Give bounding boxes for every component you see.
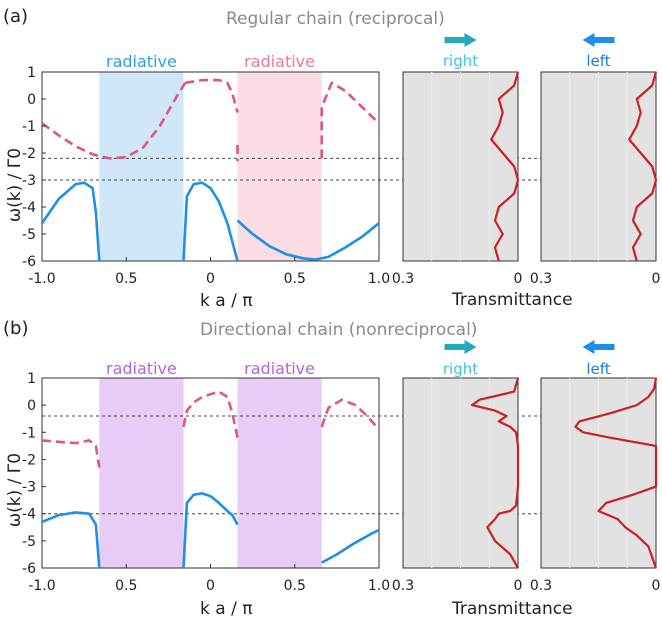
lower-band-segment-b-2: [321, 528, 380, 564]
y-tick-label-a-7: -6: [22, 254, 36, 270]
trans-label-b: Transmittance: [451, 599, 573, 619]
trans-tick-label-right-b-1: 0: [514, 578, 523, 594]
radiative-label-a-1: radiative: [244, 52, 315, 71]
upper-band-segment-a-0: [41, 82, 187, 160]
y-tick-label-a-0: 1: [27, 65, 36, 81]
x-tick-label-b-3: 0.5: [284, 578, 306, 594]
upper-band-segment-b-1: [182, 390, 239, 438]
trans-tick-label-left-b-0: 0.3: [530, 578, 552, 594]
xlabel-b: k a / π: [200, 599, 252, 619]
radiative-region-a-1: [237, 72, 322, 261]
trans-label-a: Transmittance: [451, 290, 573, 310]
ylabel-b: ω(k) / Γ0: [5, 453, 25, 527]
x-tick-label-a-0: -1.0: [28, 271, 55, 287]
y-tick-label-b-7: -6: [22, 561, 36, 577]
panel-b-title: Directional chain (nonreciprocal): [200, 320, 477, 340]
arrow-left-icon-b: [582, 340, 615, 354]
transmittance-curve-left-a: [628, 71, 658, 262]
y-tick-label-b-4: -3: [22, 480, 36, 496]
lower-band-segment-a-0: [40, 181, 101, 262]
y-tick-label-a-5: -4: [22, 200, 36, 216]
trans-tick-label-right-a-0: 0.3: [392, 271, 414, 287]
panel-a-title: Regular chain (reciprocal): [226, 9, 445, 29]
trans-tick-label-right-a-1: 0: [514, 271, 523, 287]
direction-label-right-b: right: [443, 360, 478, 378]
transmittance-curve-right-b: [470, 377, 520, 569]
y-tick-label-a-4: -3: [22, 173, 36, 189]
lower-band-segment-a-1: [182, 181, 239, 262]
panel-b-label: (b): [3, 318, 28, 339]
y-tick-label-b-6: -5: [22, 534, 36, 550]
radiative-label-b-1: radiative: [244, 359, 315, 378]
arrow-right-icon-b: [444, 340, 477, 354]
x-tick-label-a-4: 1.0: [368, 271, 390, 287]
xlabel-a: k a / π: [200, 291, 252, 311]
x-tick-label-b-2: 0: [206, 578, 215, 594]
y-tick-label-b-0: 1: [27, 371, 36, 387]
lower-band-segment-a-2: [236, 219, 380, 261]
x-tick-label-b-0: -1.0: [28, 578, 55, 594]
arrow-left-icon-a: [582, 33, 615, 47]
direction-label-left-b: left: [586, 360, 610, 378]
y-tick-label-a-3: -2: [22, 146, 36, 162]
upper-band-segment-b-0: [41, 439, 101, 468]
y-tick-label-b-3: -2: [22, 452, 36, 468]
panel-a-label: (a): [3, 6, 28, 27]
y-tick-label-a-6: -5: [22, 227, 36, 243]
upper-band-segment-a-3: [320, 81, 380, 159]
upper-band-segment-a-1: [184, 78, 239, 113]
transmittance-curve-right-a: [490, 71, 520, 262]
radiative-region-a-0: [99, 72, 184, 261]
x-tick-label-a-3: 0.5: [284, 271, 306, 287]
y-tick-label-a-2: -1: [22, 119, 36, 135]
trans-tick-label-right-b-0: 0.3: [392, 578, 414, 594]
lower-band-segment-b-1: [182, 492, 239, 569]
upper-band-segment-b-2: [320, 398, 380, 431]
radiative-label-a-0: radiative: [106, 52, 177, 71]
dispersion-frame-a: [41, 71, 380, 262]
transmittance-curve-left-b: [574, 377, 658, 569]
radiative-region-b-1: [237, 378, 322, 568]
radiative-region-b-0: [99, 378, 184, 568]
y-tick-label-b-2: -1: [22, 425, 36, 441]
ylabel-a: ω(k) / Γ0: [5, 148, 25, 222]
y-tick-label-b-1: 0: [27, 398, 36, 414]
direction-label-left-a: left: [586, 52, 610, 70]
x-tick-label-b-4: 1.0: [368, 578, 390, 594]
trans-tick-label-left-a-1: 0: [652, 271, 661, 287]
x-tick-label-a-1: 0.5: [115, 271, 137, 287]
lower-band-segment-b-0: [41, 511, 101, 569]
y-tick-label-a-1: 0: [27, 92, 36, 108]
x-tick-label-a-2: 0: [206, 271, 215, 287]
arrow-right-icon-a: [444, 33, 477, 47]
radiative-label-b-0: radiative: [106, 359, 177, 378]
y-tick-label-b-5: -4: [22, 507, 36, 523]
trans-tick-label-left-a-0: 0.3: [530, 271, 552, 287]
trans-tick-label-left-b-1: 0: [652, 578, 661, 594]
x-tick-label-b-1: 0.5: [115, 578, 137, 594]
direction-label-right-a: right: [443, 52, 478, 70]
